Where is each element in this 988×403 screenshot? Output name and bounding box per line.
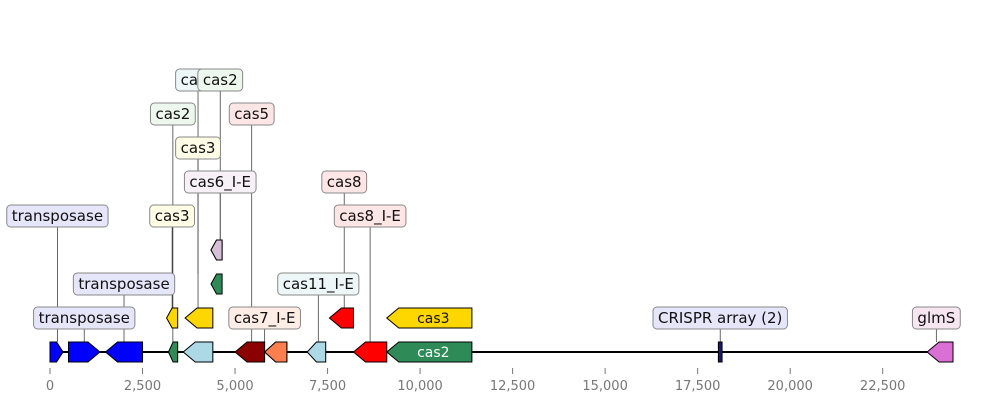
label-box [228,102,275,126]
gene-arrow [210,273,223,295]
gene-label: cas3 [175,136,221,160]
gene-label: cas7_I-E [228,306,301,330]
gene-arrow [717,341,723,363]
gene-arrow [385,307,473,329]
gene-name: transposase [39,309,130,327]
label-box [333,204,407,228]
gene-arrow [166,307,179,329]
axis-tick-label: 12,500 [490,379,536,394]
gene-arrow [352,341,388,363]
label-box [149,102,196,126]
label-box [321,170,368,194]
gene-arrow [926,341,954,363]
axis-tick-label: 10,000 [397,379,443,394]
gene-label: cas3 [149,204,196,228]
gene-arrow [328,307,354,329]
gene-labels: transposase transposase transposase cas2 cas… [6,68,961,330]
gene-arrow [182,341,214,363]
coordinate-axis: 0 2,500 5,000 7,500 10,000 12,500 15,000 17,500… [46,368,906,394]
gene-name: cas5 [234,105,269,123]
label-box [197,68,244,92]
gene-name: transposase [12,207,103,225]
gene-features: cas3 cas2 [49,239,954,363]
gene-inner-label: cas3 [417,311,449,327]
gene-label: transposase [6,204,109,228]
label-box [6,204,109,228]
gene-name: cas3 [155,207,190,225]
gene-name: cas6_I-E [189,173,251,192]
gene-arrow [234,341,266,363]
gene-label: cas6_I-E [183,170,257,194]
axis-tick-label: 17,500 [675,379,721,394]
axis-tick-label: 0 [46,379,54,394]
gene-label: cas2 [149,102,196,126]
gene-label: transposase [33,306,136,330]
axis-tick-label: 5,000 [216,379,253,394]
label-box [33,306,136,330]
gene-name: cas7_I-E [234,309,296,328]
label-box [911,306,961,330]
gene-label: transposase [72,272,176,296]
axis-tick-label: 22,500 [860,379,906,394]
axis-tick-label: 2,500 [124,379,161,394]
label-box [228,306,301,330]
gene-arrow [263,341,288,363]
gene-label: cas5 [228,102,275,126]
gene-name: CRISPR array (2) [658,309,782,327]
label-box [72,272,176,296]
gene-name: transposase [78,275,169,293]
gene-arrow [306,341,327,363]
gene-name: cas2 [203,71,238,89]
gene-arrow [49,341,64,363]
gene-label: CRISPR array (2) [652,306,788,330]
gene-arrow [104,341,144,363]
label-box [652,306,788,330]
gene-arrow [385,341,473,363]
gene-name: cas8 [327,173,362,191]
gene-label: glmS [911,306,961,330]
gene-name: cas3 [181,139,216,157]
gene-arrow [68,341,101,363]
gene-name: glmS [917,309,955,327]
label-box [149,204,196,228]
gene-arrow [167,341,179,363]
gene-arrow [184,307,214,329]
label-box [175,136,221,160]
axis-tick-label: 20,000 [767,379,813,394]
label-box [183,170,257,194]
gene-name: cas11_I-E [283,275,354,294]
gene-label: cas2 [197,68,244,92]
axis-tick-label: 7,500 [309,379,346,394]
gene-name: cas8_I-E [339,207,401,226]
label-box [277,272,360,296]
gene-label: cas11_I-E [277,272,360,296]
gene-inner-label: cas2 [417,345,449,361]
gene-name: cas2 [155,105,190,123]
axis-tick-label: 15,000 [582,379,628,394]
gene-label: cas8 [321,170,368,194]
gene-arrow [210,239,223,261]
gene-label: cas8_I-E [333,204,407,228]
